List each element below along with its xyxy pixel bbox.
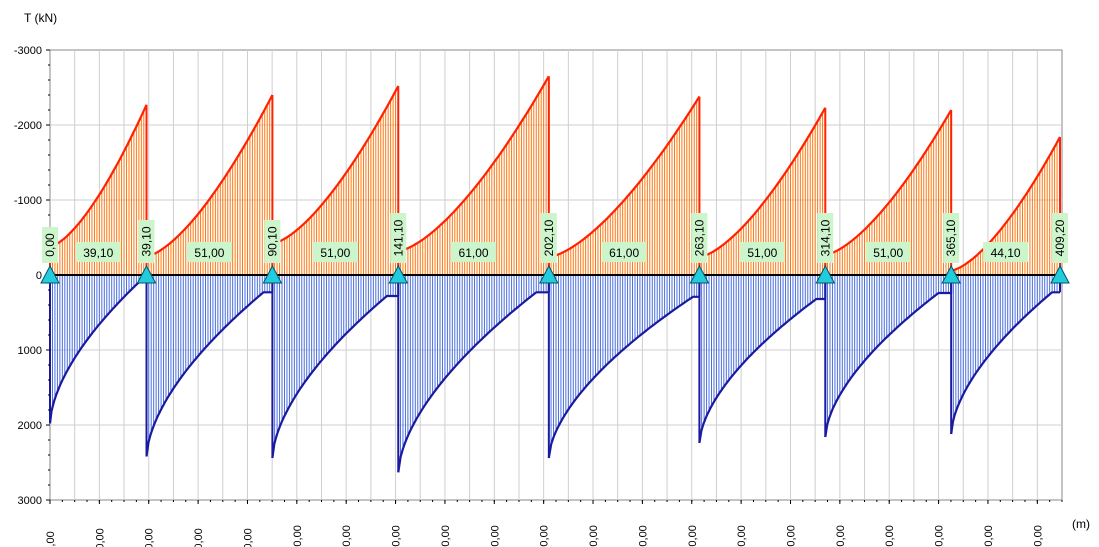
- axes: -3000 -2000 -1000 0 1000 2000 3000 0,00 20,00 40,…: [14, 45, 1063, 547]
- support-label-box: [1052, 213, 1069, 263]
- x-tick-label: 100,00: [292, 525, 304, 547]
- series-curve-0-0: [49, 104, 148, 248]
- series-curve-1-0: [48, 278, 147, 424]
- support-label: 202,10: [542, 219, 556, 256]
- support-label-box: [42, 227, 58, 263]
- x-tick-label: 40,00: [144, 528, 156, 547]
- series-curve-1-6: [824, 291, 952, 438]
- support-triangle-icon: [1050, 264, 1070, 284]
- support-label: 0,00: [43, 233, 57, 257]
- support-label-box: [943, 213, 960, 263]
- support-triangle-icon: [136, 264, 157, 284]
- series-curve-1-1: [145, 291, 273, 457]
- x-tick-label: 300,00: [785, 525, 797, 547]
- span-label: 61,00: [609, 246, 639, 260]
- support-label: 263,10: [692, 219, 706, 256]
- span-label-box: [451, 242, 497, 262]
- support-label: 409,20: [1053, 219, 1067, 256]
- labels: 39,10 51,00 51,00 61,00 61,00 51,00 51,00 44,10…: [40, 213, 1070, 284]
- y-tick-label: -3000: [14, 45, 42, 57]
- support-triangle-icon: [40, 264, 60, 284]
- y-axis-label: T (kN): [24, 11, 57, 25]
- x-tick-label: 340,00: [884, 525, 896, 547]
- series-curve-1-3: [397, 291, 549, 473]
- span-label: 39,10: [83, 246, 113, 260]
- span-label: 51,00: [747, 246, 777, 260]
- x-tick-label: 240,00: [637, 525, 649, 547]
- span-label: 51,00: [194, 246, 224, 260]
- x-tick-label: 200,00: [539, 525, 551, 547]
- y-tick-label: 0: [36, 270, 42, 282]
- span-label: 44,10: [991, 246, 1021, 260]
- series-curve-0-3: [398, 75, 550, 253]
- series-curve-1-7: [950, 291, 1060, 435]
- series-curve-1-4: [547, 295, 700, 459]
- x-tick-label: 60,00: [193, 528, 205, 547]
- span-label-box: [601, 242, 647, 262]
- series-curve-0-5: [699, 107, 827, 259]
- series-curve-1-2: [271, 294, 399, 459]
- x-tick-label: 400,00: [1032, 525, 1044, 547]
- y-tick-label: 1000: [18, 345, 42, 357]
- y-tick-label: 3000: [18, 495, 42, 507]
- support-triangle-icon: [689, 264, 710, 284]
- span-label-box: [312, 242, 358, 262]
- support-label-box: [390, 213, 407, 263]
- series-curve-0-6: [825, 109, 953, 256]
- x-tick-label: 140,00: [391, 525, 403, 547]
- series-curve-1-5: [698, 297, 826, 444]
- y-tick-label: 2000: [18, 420, 42, 432]
- x-tick-label: 280,00: [736, 525, 748, 547]
- support-label: 90,10: [265, 226, 279, 256]
- support-triangle-icon: [539, 264, 559, 284]
- support-label: 141,10: [391, 219, 405, 256]
- x-tick-label: 260,00: [687, 525, 699, 547]
- support-label-box: [817, 213, 834, 263]
- support-triangle-icon: [815, 264, 836, 284]
- support-label: 39,10: [140, 226, 154, 256]
- support-label: 365,10: [944, 219, 958, 256]
- x-tick-label: 220,00: [588, 525, 600, 547]
- support-label-box: [540, 213, 557, 263]
- support-triangle-icon: [388, 264, 409, 284]
- x-tick-label: 380,00: [983, 525, 995, 547]
- y-tick-label: -1000: [14, 195, 42, 207]
- span-label: 51,00: [320, 246, 350, 260]
- series-curve-0-1: [146, 94, 274, 258]
- support-triangle-icon: [262, 264, 283, 284]
- series-curve-0-2: [272, 85, 400, 245]
- span-label-box: [186, 242, 232, 262]
- support-label-box: [691, 213, 708, 263]
- span-label: 61,00: [459, 246, 489, 260]
- span-label-box: [75, 242, 121, 262]
- support-label-box: [138, 220, 155, 263]
- support-triangle-icon: [941, 264, 962, 284]
- support-label: 314,10: [818, 219, 832, 256]
- series-curve-0-4: [548, 95, 701, 259]
- y-tick-label: -2000: [14, 120, 42, 132]
- x-tick-label: 320,00: [835, 525, 847, 547]
- x-tick-label: 180,00: [489, 525, 501, 547]
- span-label: 51,00: [873, 246, 903, 260]
- series-curve-0-7: [951, 136, 1061, 272]
- support-label-box: [264, 220, 281, 263]
- x-tick-label: 0,00: [45, 531, 57, 547]
- x-tick-label: 120,00: [341, 525, 353, 547]
- x-tick-label: 20,00: [94, 528, 106, 547]
- span-label-box: [865, 242, 911, 262]
- x-tick-label: 160,00: [440, 525, 452, 547]
- x-tick-label: 360,00: [934, 525, 946, 547]
- span-label-box: [739, 242, 785, 262]
- span-label-box: [983, 242, 1029, 262]
- x-tick-label: 80,00: [242, 528, 254, 547]
- x-axis-label: (m): [1072, 517, 1090, 531]
